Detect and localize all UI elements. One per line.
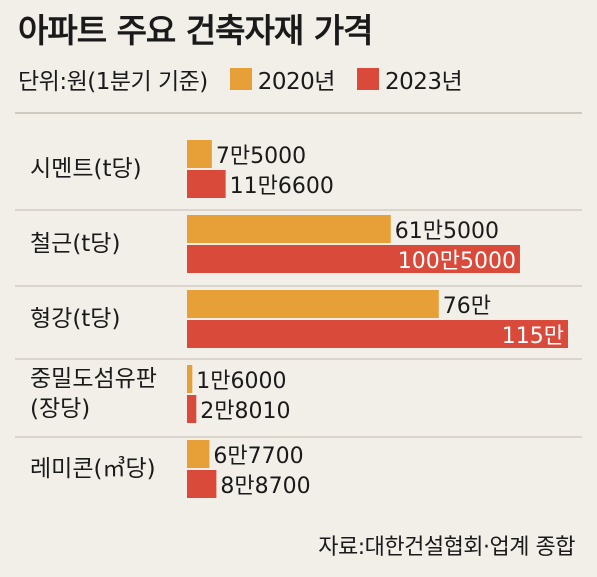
legend-swatch-2020 <box>229 68 252 90</box>
category-label: (장당) <box>30 396 90 422</box>
legend-swatch-2023 <box>356 68 379 90</box>
top-divider <box>15 112 582 114</box>
bar-2023 <box>187 245 520 273</box>
bar-2020 <box>187 140 212 168</box>
data-label: 8만8700 <box>220 474 310 499</box>
legend-item-2023: 2023년 <box>356 62 463 96</box>
data-label: 76만 <box>443 294 491 319</box>
category-label: 철근(t당) <box>30 231 120 257</box>
data-label: 1만6000 <box>196 369 286 394</box>
category-label: 형강(t당) <box>30 306 120 332</box>
data-label: 2만8010 <box>200 399 290 424</box>
chart-title: 아파트 주요 건축자재 가격 <box>18 11 373 50</box>
bar-2023 <box>187 470 217 498</box>
legend-item-2020: 2020년 <box>229 62 336 96</box>
bar-2023 <box>187 395 197 423</box>
data-label: 7만5000 <box>216 144 306 169</box>
data-label: 11만6600 <box>230 174 334 199</box>
bar-2020 <box>187 290 439 318</box>
legend-label-2020: 2020년 <box>257 69 336 95</box>
bar-2020 <box>187 440 210 468</box>
unit-and-legend-row: 단위:원(1분기 기준) 2020년 2023년 <box>18 62 463 96</box>
bar-2020 <box>187 365 193 393</box>
category-label: 시멘트(t당) <box>30 156 142 182</box>
source-note: 자료:대한건설협회·업계 종합 <box>318 535 575 560</box>
category-label: 중밀도섬유판 <box>30 366 157 392</box>
data-label: 6만7700 <box>213 444 303 469</box>
unit-label: 단위:원(1분기 기준) <box>18 69 208 95</box>
bar-2023 <box>187 170 226 198</box>
bar-2020 <box>187 215 391 243</box>
data-label: 61만5000 <box>395 219 499 244</box>
legend-label-2023: 2023년 <box>384 69 463 95</box>
data-label: 100만5000 <box>398 249 516 274</box>
category-label: 레미콘(㎥당) <box>30 455 156 482</box>
bar-2023 <box>187 320 568 348</box>
data-label: 115만 <box>502 324 564 349</box>
